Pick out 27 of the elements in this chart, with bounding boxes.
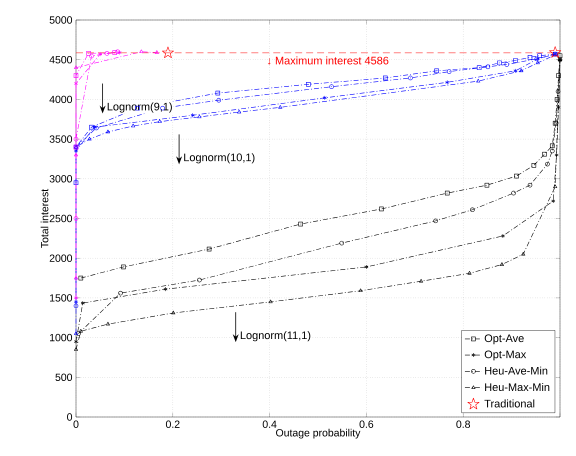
annotation: Lognorm(9,1) — [108, 102, 172, 113]
legend-label: Opt-Max — [484, 350, 526, 360]
x-tick-label: 0.6 — [360, 420, 374, 428]
y-tick-label: 4500 — [49, 56, 72, 64]
x-tick-label: 0.8 — [456, 420, 470, 428]
annotation: Lognorm(11,1) — [240, 331, 310, 342]
y-tick-label: 2500 — [50, 214, 72, 222]
y-tick-label: 500 — [55, 374, 72, 382]
y-tick-label: 1000 — [50, 334, 72, 342]
legend-label: Opt-Ave — [484, 334, 524, 344]
legend-label: Heu-Max-Min — [485, 383, 550, 392]
x-tick-label: 0.2 — [166, 420, 180, 428]
y-tick-label: 2000 — [50, 254, 72, 262]
x-tick-label: 0.4 — [262, 420, 277, 428]
y-tick-label: 0 — [67, 413, 72, 421]
y-axis-title: Total interest — [40, 188, 48, 248]
ref-line-label: ↓ Maximum interest 4586 — [268, 56, 388, 65]
annotation: Lognorm(10,1) — [184, 153, 254, 164]
y-tick-label: 4000 — [49, 96, 72, 104]
x-axis-title: Outage probability — [276, 428, 360, 439]
legend-label: Traditional — [484, 399, 534, 408]
legend-label: Heu-Ave-Min — [485, 366, 548, 375]
y-tick-label: 3000 — [50, 175, 72, 183]
y-tick-label: 3500 — [50, 135, 72, 143]
y-tick-label: 1500 — [50, 294, 72, 302]
y-tick-label: 5000 — [50, 16, 72, 24]
x-tick-label: 0 — [73, 420, 78, 428]
